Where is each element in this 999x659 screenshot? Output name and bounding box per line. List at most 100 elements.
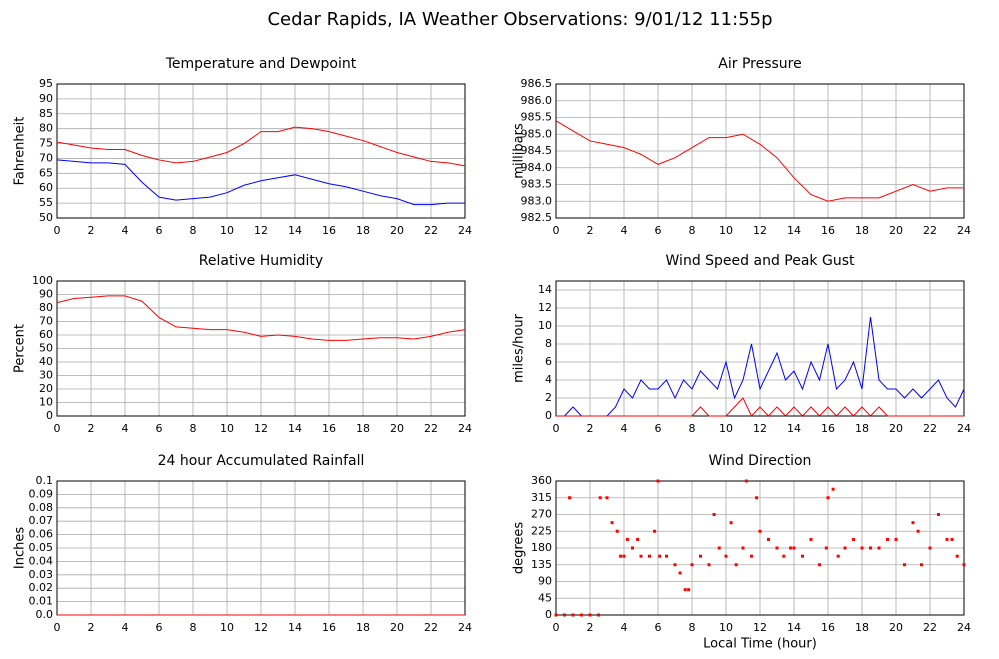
x-tick-label: 6 — [655, 422, 662, 435]
chart-title: 24 hour Accumulated Rainfall — [158, 453, 365, 469]
data-point — [588, 613, 592, 617]
y-tick-label: 0.03 — [29, 568, 54, 581]
data-point — [639, 554, 643, 558]
data-point — [928, 546, 932, 550]
x-tick-label: 0 — [553, 621, 560, 634]
x-tick-label: 4 — [621, 422, 628, 435]
data-point — [744, 479, 748, 483]
x-tick-label: 10 — [719, 422, 733, 435]
y-tick-label: 0.07 — [29, 514, 54, 527]
data-point — [903, 563, 906, 567]
y-tick-label: 0.0 — [36, 608, 54, 621]
x-axis-label: Local Time (hour) — [703, 637, 817, 652]
x-tick-label: 14 — [288, 621, 302, 634]
x-tick-label: 0 — [553, 224, 560, 237]
y-tick-label: 986.5 — [521, 77, 553, 90]
y-tick-label: 70 — [39, 315, 53, 328]
data-point — [852, 537, 855, 541]
x-tick-label: 0 — [553, 422, 560, 435]
x-tick-label: 16 — [821, 224, 835, 237]
x-tick-label: 14 — [288, 224, 302, 237]
data-point — [916, 529, 920, 533]
data-point — [729, 521, 733, 525]
data-line — [56, 126, 466, 167]
data-point — [673, 563, 677, 567]
x-tick-label: 12 — [753, 224, 767, 237]
y-tick-label: 70 — [39, 151, 53, 164]
x-tick-label: 0 — [54, 621, 61, 634]
plot-frame — [555, 480, 965, 616]
data-point — [955, 554, 959, 558]
data-line — [556, 316, 965, 417]
x-tick-label: 16 — [821, 422, 835, 435]
y-tick-label: 0.06 — [29, 528, 54, 541]
y-tick-label: 80 — [39, 122, 53, 135]
data-point — [690, 563, 694, 567]
data-point — [699, 554, 702, 558]
x-tick-label: 10 — [719, 224, 733, 237]
y-axis-label: millibars — [512, 123, 527, 179]
y-tick-label: 984.0 — [521, 161, 553, 174]
x-tick-label: 20 — [390, 621, 404, 634]
x-tick-label: 18 — [356, 621, 370, 634]
data-point — [962, 563, 966, 567]
data-point — [758, 529, 762, 533]
x-tick-label: 14 — [288, 422, 302, 435]
y-tick-label: 85 — [39, 107, 53, 120]
data-point — [801, 554, 804, 558]
data-line — [556, 397, 964, 417]
y-tick-label: 360 — [531, 474, 552, 487]
data-point — [563, 613, 566, 617]
plot-frame — [56, 280, 466, 417]
x-tick-label: 10 — [220, 224, 234, 237]
x-tick-label: 2 — [587, 621, 594, 634]
x-tick-label: 22 — [923, 422, 937, 435]
data-point — [869, 546, 872, 550]
y-tick-label: 0.01 — [29, 595, 54, 608]
x-tick-label: 10 — [719, 621, 733, 634]
data-point — [920, 563, 923, 567]
y-tick-label: 90 — [538, 575, 552, 588]
x-tick-label: 22 — [923, 621, 937, 634]
chart-title: Wind Speed and Peak Gust — [666, 253, 855, 269]
x-tick-label: 0 — [54, 224, 61, 237]
x-tick-label: 12 — [753, 621, 767, 634]
data-point — [636, 537, 640, 541]
x-tick-label: 24 — [957, 224, 971, 237]
y-tick-label: 985.5 — [521, 111, 553, 124]
plot-frame — [555, 280, 965, 417]
y-tick-label: 0.02 — [29, 581, 54, 594]
x-tick-label: 20 — [889, 422, 903, 435]
x-tick-label: 6 — [156, 621, 163, 634]
x-tick-label: 12 — [254, 422, 268, 435]
x-tick-label: 2 — [587, 422, 594, 435]
data-point — [707, 563, 711, 567]
x-tick-label: 6 — [655, 621, 662, 634]
x-tick-label: 6 — [655, 224, 662, 237]
data-point — [678, 571, 682, 575]
chart-title: Wind Direction — [709, 453, 812, 469]
data-point — [619, 554, 623, 558]
data-point — [809, 537, 813, 541]
x-tick-label: 22 — [424, 422, 438, 435]
y-tick-label: 180 — [531, 541, 552, 554]
x-tick-label: 16 — [322, 224, 336, 237]
x-tick-label: 20 — [889, 621, 903, 634]
data-point — [598, 496, 602, 500]
x-tick-label: 4 — [122, 621, 129, 634]
data-point — [792, 546, 796, 550]
x-tick-label: 6 — [156, 224, 163, 237]
y-tick-label: 0 — [545, 608, 552, 621]
data-point — [615, 529, 619, 533]
data-point — [843, 546, 847, 550]
y-axis-label: degrees — [512, 522, 527, 575]
y-tick-label: 0.04 — [29, 554, 54, 567]
data-point — [571, 613, 575, 617]
x-tick-label: 20 — [390, 224, 404, 237]
data-point — [687, 588, 691, 592]
data-point — [824, 546, 828, 550]
x-tick-label: 4 — [122, 422, 129, 435]
plot-frame — [56, 83, 466, 219]
y-tick-label: 984.5 — [521, 144, 553, 157]
